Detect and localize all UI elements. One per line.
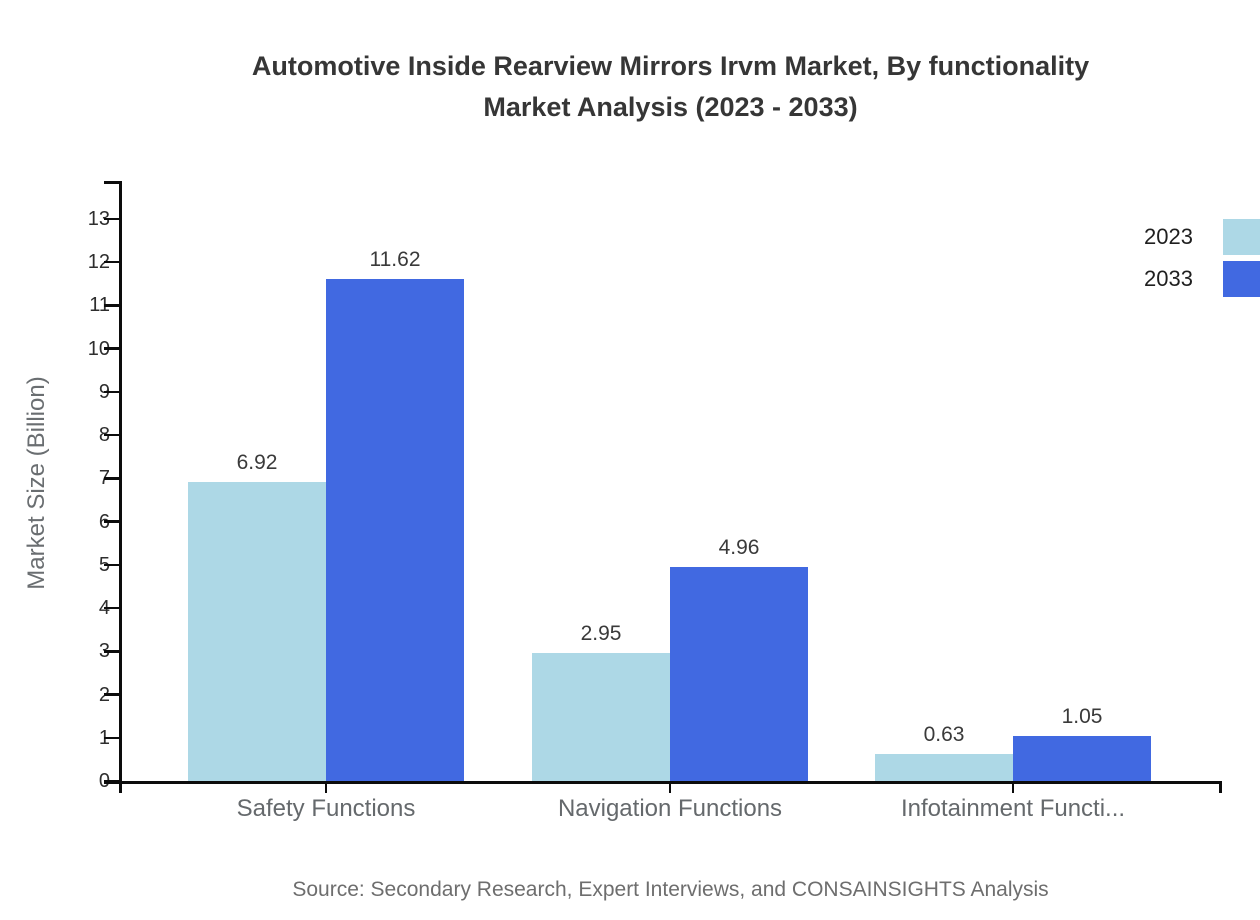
y-axis-tick-label: 11	[89, 294, 110, 317]
x-axis-tick	[668, 781, 672, 793]
y-axis-tick	[104, 347, 119, 350]
y-axis-tick	[104, 433, 119, 437]
chart-title-line-2: Market Analysis (2023 - 2033)	[483, 92, 858, 122]
bar-2023-category-0	[188, 481, 326, 781]
y-axis-tick	[104, 390, 119, 394]
bar-value-label: 0.63	[923, 722, 965, 746]
x-axis-line	[104, 781, 1222, 784]
bar-value-label: 2.95	[580, 622, 622, 646]
bar-2033-category-1	[670, 566, 808, 781]
y-axis-title: Market Size (Billion)	[23, 376, 50, 590]
chart-legend: 2023 2033	[1144, 219, 1260, 297]
x-axis-tick	[324, 781, 328, 793]
legend-swatch	[1223, 219, 1260, 255]
y-axis-line	[119, 181, 122, 793]
y-axis-tick	[104, 520, 119, 523]
y-axis-tick	[104, 304, 119, 307]
legend-item-2033: 2033	[1144, 261, 1260, 297]
y-axis-tick	[104, 563, 119, 567]
legend-item-2023: 2023	[1144, 219, 1260, 255]
bar-2023-category-2	[875, 753, 1013, 781]
y-axis-tick-label: 0	[62, 769, 110, 793]
bar-2023-category-1	[532, 653, 670, 781]
y-axis-tick	[104, 217, 119, 221]
chart-title-line-1: Automotive Inside Rearview Mirrors Irvm …	[251, 51, 1090, 81]
y-axis-tick	[104, 260, 119, 264]
x-category-label: Navigation Functions	[557, 795, 783, 822]
y-axis-tick-label: 2	[62, 683, 110, 707]
bar-2033-category-0	[326, 278, 464, 781]
y-axis-tick-label: 1	[62, 726, 110, 750]
chart-title: Automotive Inside Rearview Mirrors Irvm …	[119, 46, 1222, 128]
y-axis-tick-label: 8	[62, 423, 110, 447]
y-axis-tick	[104, 606, 119, 610]
y-axis-tick-label: 5	[62, 553, 110, 577]
y-axis-tick-label: 10	[87, 337, 110, 360]
y-axis-tick-label: 9	[62, 380, 110, 404]
x-axis-tick	[1011, 781, 1015, 793]
y-axis-tick	[104, 693, 119, 696]
y-axis-tick	[104, 736, 119, 740]
y-axis-tick	[104, 477, 119, 480]
x-axis-end-cap	[1219, 781, 1222, 793]
y-axis-tick-label: 3	[62, 639, 110, 663]
legend-label: 2033	[1144, 266, 1193, 291]
y-axis-tick-label: 13	[87, 208, 110, 230]
y-axis-tick	[104, 779, 119, 783]
y-axis-top-cap	[104, 181, 119, 184]
bar-2033-category-2	[1013, 735, 1151, 781]
bar-value-label: 1.05	[1061, 704, 1103, 728]
x-category-label: Safety Functions	[236, 795, 416, 822]
y-axis-tick	[104, 650, 119, 653]
y-axis-tick-label: 4	[62, 596, 110, 620]
bar-value-label: 6.92	[236, 450, 278, 474]
y-axis-tick-label: 6	[62, 510, 110, 534]
legend-label: 2023	[1144, 224, 1193, 249]
x-category-label: Infotainment Functi...	[900, 795, 1126, 822]
y-axis-tick-label: 12	[87, 251, 110, 274]
source-note: Source: Secondary Research, Expert Inter…	[292, 878, 1049, 901]
bar-value-label: 4.96	[718, 535, 760, 559]
y-axis-tick-label: 7	[62, 466, 110, 490]
legend-swatch	[1223, 261, 1260, 297]
bar-value-label: 11.62	[369, 247, 421, 271]
